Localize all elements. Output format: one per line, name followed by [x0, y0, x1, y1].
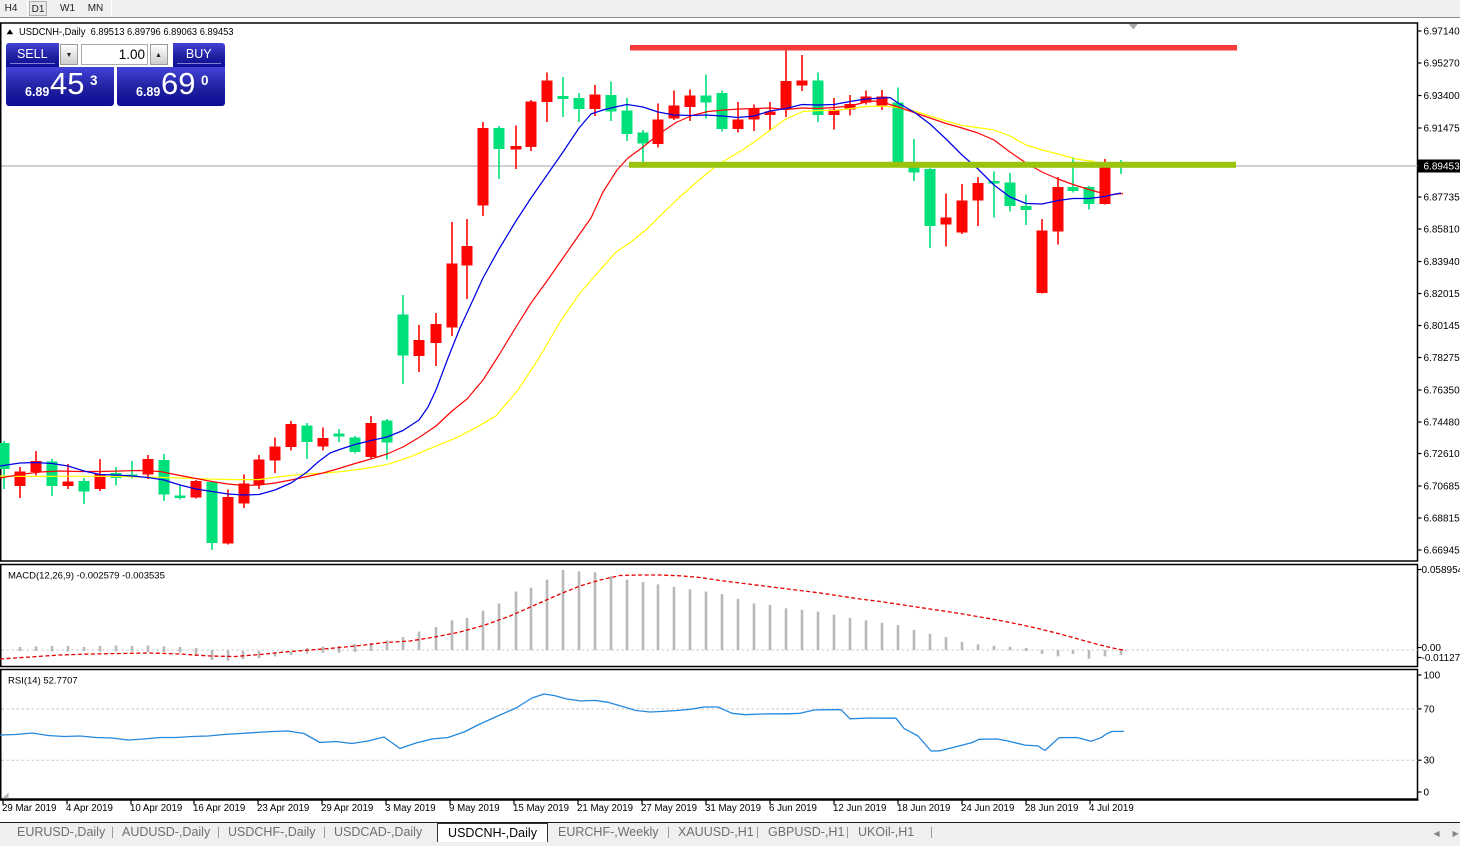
svg-text:27 May 2019: 27 May 2019	[641, 803, 697, 814]
svg-text:RSI(14) 52.7707: RSI(14) 52.7707	[8, 676, 78, 687]
svg-text:6.74480: 6.74480	[1424, 418, 1460, 429]
svg-text:6.70685: 6.70685	[1424, 482, 1460, 493]
svg-text:0: 0	[1424, 788, 1430, 799]
svg-text:USDCNH-,Daily 6.89513 6.89796: USDCNH-,Daily 6.89513 6.89796 6.89063 6.…	[19, 27, 234, 38]
svg-text:100: 100	[1424, 671, 1441, 682]
svg-text:6.83940: 6.83940	[1424, 257, 1460, 268]
svg-text:6.97140: 6.97140	[1424, 27, 1460, 38]
svg-text:29 Mar 2019: 29 Mar 2019	[2, 803, 56, 814]
svg-text:9 May 2019: 9 May 2019	[449, 803, 500, 814]
svg-text:6.76350: 6.76350	[1424, 386, 1460, 397]
svg-text:6.85810: 6.85810	[1424, 225, 1460, 236]
svg-text:MACD(12,26,9) -0.002579 -0.003: MACD(12,26,9) -0.002579 -0.003535	[8, 571, 165, 582]
svg-text:6.72610: 6.72610	[1424, 449, 1460, 460]
svg-text:16 Apr 2019: 16 Apr 2019	[193, 803, 245, 814]
svg-text:6.78275: 6.78275	[1424, 353, 1460, 364]
svg-text:6.95270: 6.95270	[1424, 59, 1460, 70]
svg-text:12 Jun 2019: 12 Jun 2019	[833, 803, 886, 814]
svg-text:28 Jun 2019: 28 Jun 2019	[1025, 803, 1078, 814]
svg-text:4 Apr 2019: 4 Apr 2019	[66, 803, 113, 814]
svg-text:6.87735: 6.87735	[1424, 193, 1460, 204]
svg-text:0.00: 0.00	[1422, 643, 1442, 654]
svg-text:6.66945: 6.66945	[1424, 546, 1460, 557]
svg-text:4 Jul 2019: 4 Jul 2019	[1089, 803, 1134, 814]
svg-text:30: 30	[1424, 756, 1436, 767]
svg-text:70: 70	[1424, 704, 1436, 715]
svg-text:6.80145: 6.80145	[1424, 321, 1460, 332]
svg-text:6.82015: 6.82015	[1424, 289, 1460, 300]
svg-text:-0.011277: -0.011277	[1422, 653, 1460, 664]
svg-text:31 May 2019: 31 May 2019	[705, 803, 761, 814]
svg-text:24 Jun 2019: 24 Jun 2019	[961, 803, 1014, 814]
svg-text:6.91475: 6.91475	[1424, 124, 1460, 135]
svg-text:29 Apr 2019: 29 Apr 2019	[321, 803, 373, 814]
svg-text:21 May 2019: 21 May 2019	[577, 803, 633, 814]
svg-text:0.058954: 0.058954	[1422, 565, 1460, 576]
svg-text:6.93400: 6.93400	[1424, 91, 1460, 102]
svg-text:15 May 2019: 15 May 2019	[513, 803, 569, 814]
svg-text:3 May 2019: 3 May 2019	[385, 803, 436, 814]
svg-text:6.68815: 6.68815	[1424, 514, 1460, 525]
svg-text:18 Jun 2019: 18 Jun 2019	[897, 803, 950, 814]
svg-text:10 Apr 2019: 10 Apr 2019	[130, 803, 182, 814]
svg-text:23 Apr 2019: 23 Apr 2019	[257, 803, 309, 814]
svg-text:6.89453: 6.89453	[1424, 162, 1460, 173]
svg-text:6 Jun 2019: 6 Jun 2019	[769, 803, 817, 814]
